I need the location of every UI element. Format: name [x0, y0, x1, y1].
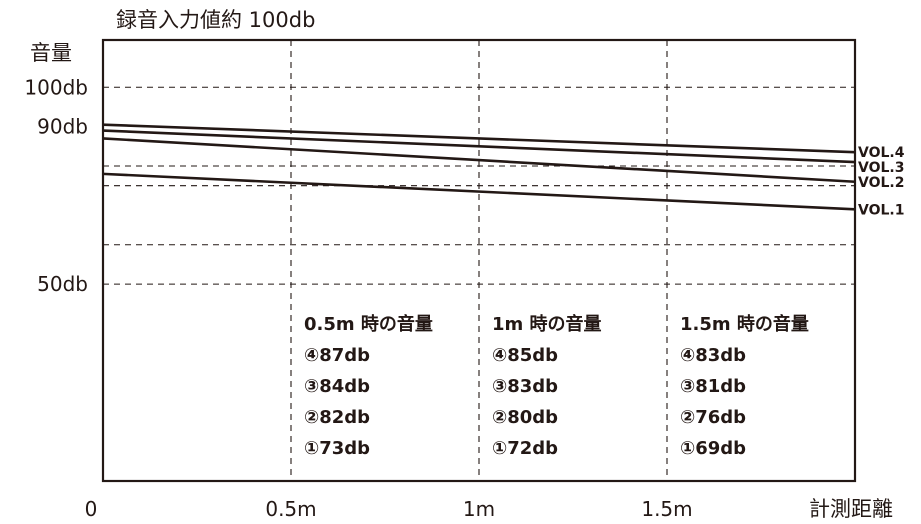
series-label: VOL.3	[858, 160, 904, 176]
x-axis-label: 計測距離	[809, 497, 893, 521]
annotation-layer: 0.5m 時の音量 ④87db ③84db ②82db ①73db 1m 時の音量 ④85d…	[304, 313, 809, 459]
annotation-value: ④87db	[304, 345, 370, 366]
series-label: VOL.1	[858, 202, 904, 218]
chart-title: 録音入力値約 100db	[116, 8, 315, 32]
annotation-heading: 1.5m 時の音量	[680, 313, 809, 335]
series-line-vol4	[102, 123, 856, 154]
plot-frame	[101, 38, 857, 483]
annotation-heading: 1m 時の音量	[492, 313, 602, 335]
annotation-value: ④85db	[492, 345, 558, 366]
x-tick-label: 0.5m	[265, 497, 316, 521]
annotation-value: ④83db	[680, 345, 746, 366]
annotation-heading: 0.5m 時の音量	[304, 313, 433, 335]
annotation-value: ②80db	[492, 407, 558, 428]
series-line-vol2	[102, 137, 856, 184]
x-tick-label: 1m	[463, 497, 495, 521]
annotation-value: ②82db	[304, 407, 370, 428]
series-line-vol3	[102, 129, 856, 164]
annotation-value: ①73db	[304, 438, 370, 459]
annotation-value: ②76db	[680, 407, 746, 428]
y-tick-label: 100db	[24, 75, 88, 99]
x-tick-label: 1.5m	[641, 497, 692, 521]
annotation-value: ①72db	[492, 438, 558, 459]
annotation-value: ③81db	[680, 376, 746, 397]
y-tick-label: 50db	[37, 272, 88, 296]
x-tick-label: 0	[85, 497, 98, 521]
series-label: VOL.2	[858, 175, 904, 191]
annotation-value: ③84db	[304, 376, 370, 397]
series-label: VOL.4	[858, 145, 905, 161]
grid-layer	[103, 40, 855, 481]
annotation-value: ③83db	[492, 376, 558, 397]
y-tick-label: 90db	[37, 115, 88, 139]
series-layer	[102, 123, 856, 211]
series-line-vol1	[102, 172, 856, 211]
annotation-value: ①69db	[680, 438, 746, 459]
tick-layer: 100db 90db 50db 0 0.5m 1m 1.5m	[24, 75, 692, 521]
y-axis-label: 音量	[30, 41, 72, 65]
